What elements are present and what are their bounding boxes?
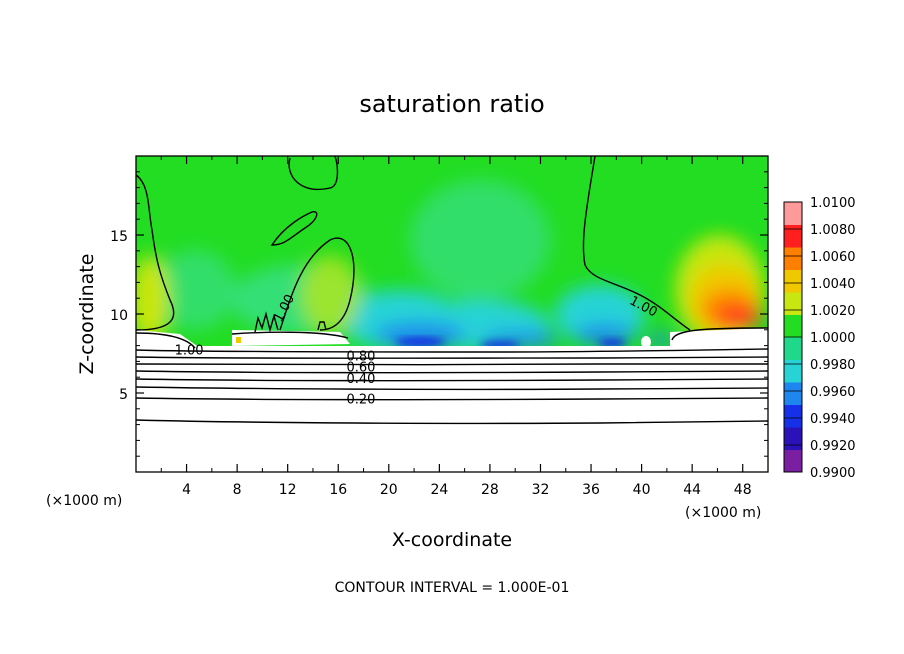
- x-tick-label: 36: [582, 482, 600, 498]
- y-axis: 5 10 15: [110, 171, 768, 457]
- colorbar-bin: [784, 314, 802, 338]
- x-tick-label: 40: [633, 482, 651, 498]
- x-tick-label: 32: [532, 482, 550, 498]
- heatmap-field: [136, 156, 768, 472]
- x-axis: 4 8 12 16 20 24 28 32 36 40 44 48: [160, 156, 752, 498]
- colorbar-bin: [784, 292, 802, 315]
- contour-label: 0.20: [347, 392, 376, 407]
- y-tick-label: 15: [110, 229, 128, 245]
- x-axis-label: X-coordinate: [392, 529, 512, 551]
- y-tick-label: 5: [119, 387, 128, 403]
- field-shading: [136, 180, 765, 350]
- contour-label: 1.00: [175, 343, 204, 358]
- x-axis-unit-right: (×1000 m): [685, 505, 761, 521]
- y-axis-label: Z-coordinate: [76, 254, 98, 375]
- x-tick-label: 48: [734, 482, 752, 498]
- colorbar-bin: [784, 404, 802, 428]
- x-axis-unit-left: (×1000 m): [46, 493, 122, 509]
- x-tick-label: 16: [329, 482, 347, 498]
- x-tick-label: 8: [233, 482, 242, 498]
- colorbar-tick-label: 1.0020: [810, 304, 856, 319]
- colorbar-tick-label: 0.9920: [810, 439, 856, 454]
- x-tick-label: 44: [683, 482, 701, 498]
- y-tick-label: 10: [110, 308, 128, 324]
- colorbar-tick-label: 0.9940: [810, 412, 856, 427]
- colorbar-tick-label: 1.0040: [810, 277, 856, 292]
- colorbar-bin: [784, 337, 802, 360]
- colorbar-bin: [784, 359, 802, 383]
- colorbar-tick-label: 0.9900: [810, 466, 856, 481]
- colorbar-bin: [784, 269, 802, 293]
- x-tick-label: 28: [481, 482, 499, 498]
- contour-label: 0.60: [347, 361, 376, 376]
- contour-interval-note: CONTOUR INTERVAL = 1.000E-01: [335, 580, 570, 596]
- contour-label: 0.80: [347, 350, 376, 365]
- colorbar-bin: [784, 224, 802, 248]
- colorbar-bin: [784, 247, 802, 270]
- colorbar-bin: [784, 427, 802, 450]
- colorbar-bin: [784, 449, 802, 473]
- x-tick-label: 4: [182, 482, 191, 498]
- x-tick-label: 12: [279, 482, 297, 498]
- contour-lines: [136, 156, 768, 425]
- chart-title: saturation ratio: [359, 90, 544, 118]
- colorbar-bin: [784, 382, 802, 405]
- colorbar-tick-label: 1.0100: [810, 196, 856, 211]
- colorbar-tick-label: 1.0000: [810, 331, 856, 346]
- contour-label: 0.40: [347, 372, 376, 387]
- x-tick-label: 24: [430, 482, 448, 498]
- colorbar-tick-label: 1.0080: [810, 223, 856, 238]
- colorbar: 0.9900 0.9920 0.9940 0.9960 0.9980 1.0000 1.00…: [783, 196, 856, 481]
- colorbar-bin: [784, 202, 802, 225]
- colorbar-tick-label: 0.9960: [810, 385, 856, 400]
- colorbar-tick-label: 0.9980: [810, 358, 856, 373]
- colorbar-tick-label: 1.0060: [810, 250, 856, 265]
- x-tick-label: 20: [380, 482, 398, 498]
